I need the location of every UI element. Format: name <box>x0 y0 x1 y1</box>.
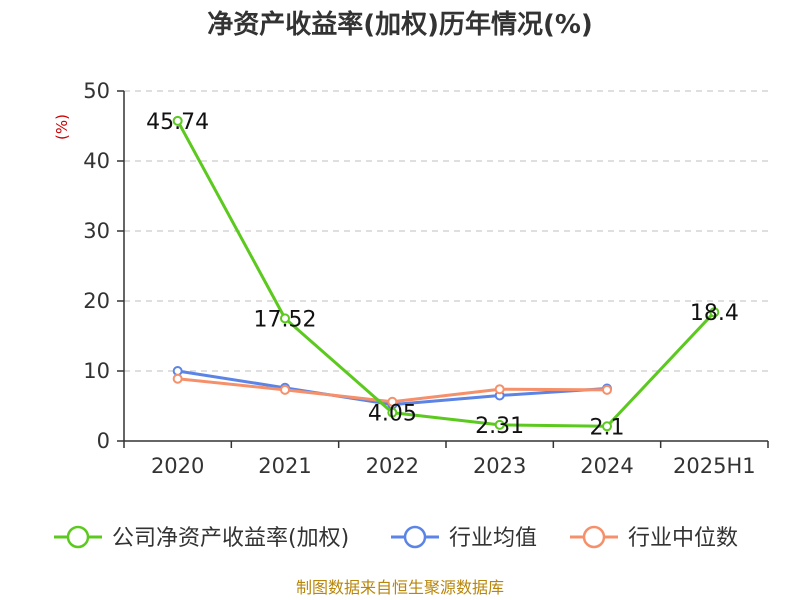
y-tick-label: 0 <box>97 429 110 453</box>
series-point <box>387 396 398 407</box>
data-label: 2.31 <box>475 414 524 439</box>
series-point <box>172 373 183 384</box>
legend-marker[interactable] <box>403 525 427 549</box>
series-point <box>280 313 290 324</box>
x-tick-labels: 2020 2021 2022 2023 2024 2025H1 <box>151 454 756 478</box>
series-line <box>176 120 716 428</box>
legend-label[interactable]: 行业均值 <box>449 526 537 551</box>
legend-label[interactable]: 公司净资产收益率(加权) <box>112 526 349 551</box>
data-label: 2.1 <box>590 415 625 440</box>
data-label: 18.4 <box>690 301 739 326</box>
x-tick-label: 2020 <box>151 454 204 478</box>
series-point <box>709 307 720 318</box>
legend[interactable]: 公司净资产收益率(加权) 行业均值 行业中位数 <box>54 525 738 551</box>
series-point <box>387 407 398 418</box>
x-tick-label: 2023 <box>473 454 526 478</box>
x-tick-label: 2022 <box>366 454 419 478</box>
y-tick-label: 30 <box>83 219 110 243</box>
x-tick-label: 2021 <box>258 454 311 478</box>
data-labels: 45.74 17.52 4.05 2.31 2.1 18.4 <box>146 110 739 440</box>
y-tick-labels: 0 10 20 30 40 50 <box>83 79 110 453</box>
series-lines <box>172 115 720 432</box>
legend-marker[interactable] <box>582 525 606 549</box>
series-point <box>494 384 505 395</box>
x-tick-label: 2025H1 <box>673 454 756 478</box>
source-note: 制图数据来自恒生聚源数据库 <box>296 578 504 597</box>
data-label: 17.52 <box>254 307 317 332</box>
y-tick-label: 20 <box>83 289 110 313</box>
legend-label[interactable]: 行业中位数 <box>628 526 738 551</box>
data-label: 4.05 <box>368 402 417 427</box>
series-point <box>280 384 290 395</box>
axes <box>117 90 769 448</box>
data-label: 45.74 <box>146 110 209 135</box>
y-axis-label: (%) <box>53 114 71 140</box>
y-tick-label: 10 <box>83 359 110 383</box>
grid-lines <box>124 90 768 372</box>
series-point <box>602 384 612 395</box>
x-tick-label: 2024 <box>580 454 633 478</box>
y-tick-label: 50 <box>83 79 110 103</box>
legend-marker[interactable] <box>66 525 90 549</box>
series-point <box>172 115 183 126</box>
y-tick-label: 40 <box>83 149 110 173</box>
chart-title: 净资产收益率(加权)历年情况(%) <box>207 9 593 40</box>
series-point <box>602 421 612 432</box>
series-point <box>494 419 505 430</box>
